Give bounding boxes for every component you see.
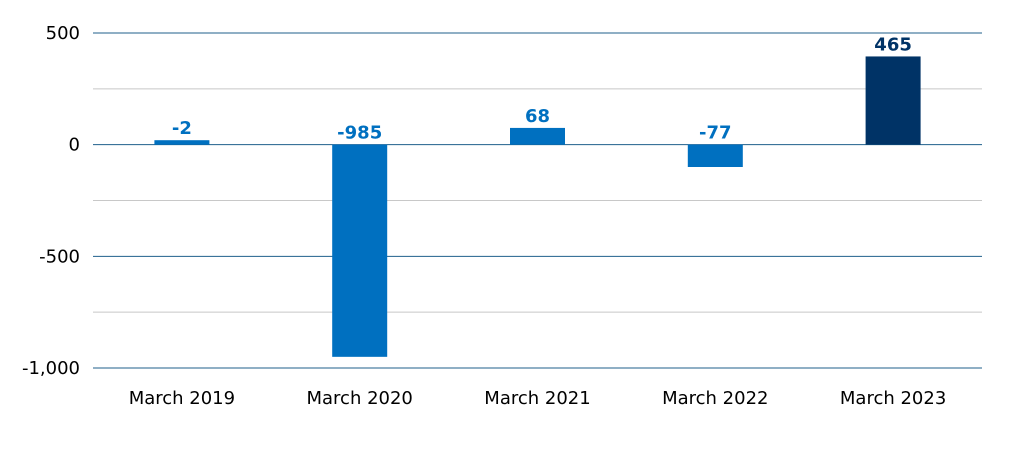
data-label: 68 (525, 106, 550, 127)
x-category-label: March 2021 (484, 388, 590, 409)
y-tick-label: -1,000 (22, 358, 80, 379)
x-axis-categories: March 2019 March 2020 March 2021 March 2022… (129, 388, 947, 409)
data-label: -2 (172, 118, 192, 139)
y-tick-label: 500 (46, 23, 80, 44)
x-category-label: March 2023 (840, 388, 946, 409)
data-label: 465 (874, 34, 912, 55)
x-category-label: March 2022 (662, 388, 768, 409)
bar (510, 127, 565, 145)
gridlines (93, 32, 982, 369)
x-category-label: March 2019 (129, 388, 235, 409)
bar (687, 144, 743, 167)
y-axis-ticks: 500 0 -500 -1,000 (22, 23, 80, 379)
bars (154, 56, 921, 357)
data-labels: -2 -985 68 -77 465 (172, 34, 912, 143)
data-label: -985 (337, 123, 382, 144)
bar (865, 56, 921, 145)
x-category-label: March 2020 (306, 388, 412, 409)
bar (332, 144, 388, 357)
y-tick-label: -500 (39, 246, 80, 267)
y-tick-label: 0 (69, 135, 80, 156)
data-label: -77 (699, 123, 732, 144)
bar (154, 140, 210, 145)
